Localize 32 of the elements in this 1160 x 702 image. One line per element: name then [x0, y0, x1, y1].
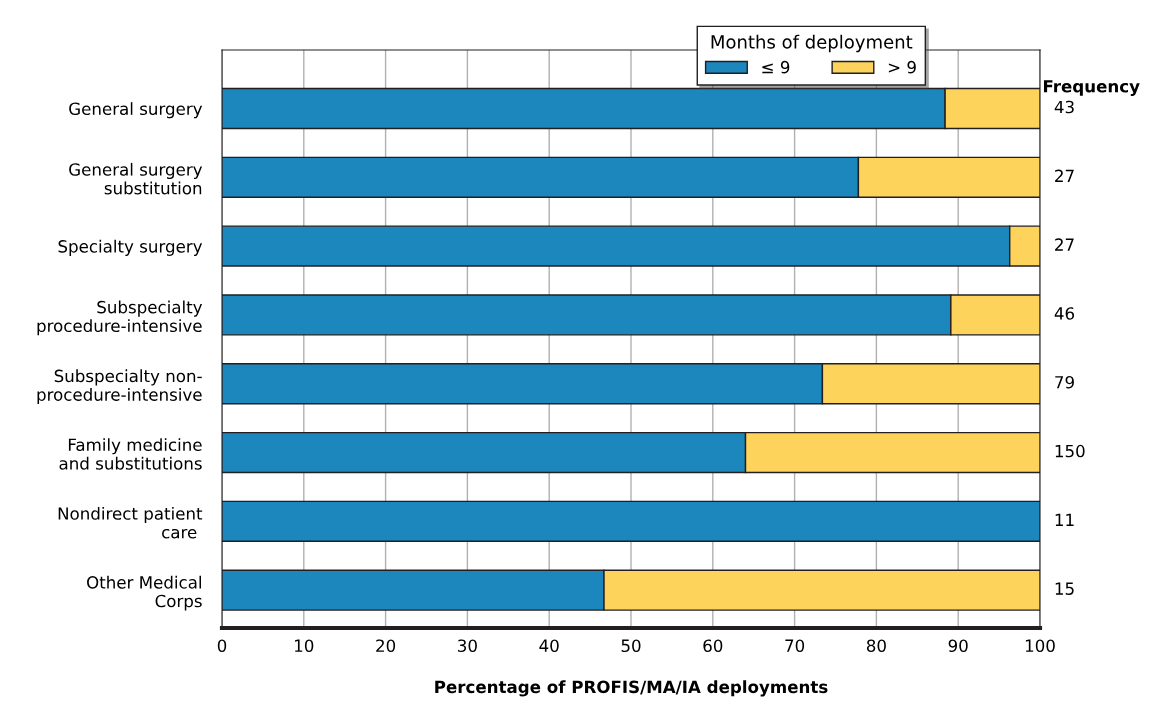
y-tick-label: Other Medical Corps — [87, 575, 202, 611]
text: 46 — [1054, 307, 1075, 320]
text: 11 — [1055, 513, 1074, 526]
x-tick-label: 50 — [621, 639, 641, 653]
x-tick-label: 60 — [703, 639, 723, 653]
x-tick-label: 20 — [376, 639, 396, 653]
x-tick-label: 70 — [785, 639, 805, 653]
y-tick-label: Subspecialty non- procedure-intensive — [37, 369, 202, 405]
x-tick-label: 90 — [948, 639, 968, 653]
x-tick-label: 0 — [217, 639, 227, 653]
y-tick-label: General surgery substitution — [69, 162, 203, 195]
text: Frequency — [1043, 80, 1140, 96]
legend-label: ≤ 9 — [762, 60, 790, 74]
y-tick-label: General surgery — [69, 102, 203, 119]
y-tick-label: Nondirect patient care — [58, 506, 203, 539]
x-tick-label: 80 — [866, 639, 886, 653]
legend-title: Months of deployment — [711, 34, 913, 53]
legend-label: > 9 — [888, 60, 916, 74]
x-axis-title: Percentage of PROFIS/MA/IA deployments — [435, 680, 828, 697]
text: 79 — [1055, 375, 1074, 389]
text: 27 — [1055, 169, 1074, 182]
x-tick-label: 40 — [539, 639, 559, 653]
text: 15 — [1055, 582, 1074, 595]
text: 150 — [1055, 444, 1085, 458]
text: 43 — [1054, 100, 1074, 114]
y-tick-label: Family medicine and substitutions — [59, 438, 202, 470]
y-tick-label: Specialty surgery — [58, 239, 203, 256]
x-tick-label: 30 — [458, 639, 477, 653]
y-tick-label: Subspecialty procedure-intensive — [37, 300, 203, 336]
text: 27 — [1055, 238, 1074, 251]
x-tick-label: 100 — [1025, 639, 1055, 653]
x-tick-label: 10 — [295, 639, 314, 653]
